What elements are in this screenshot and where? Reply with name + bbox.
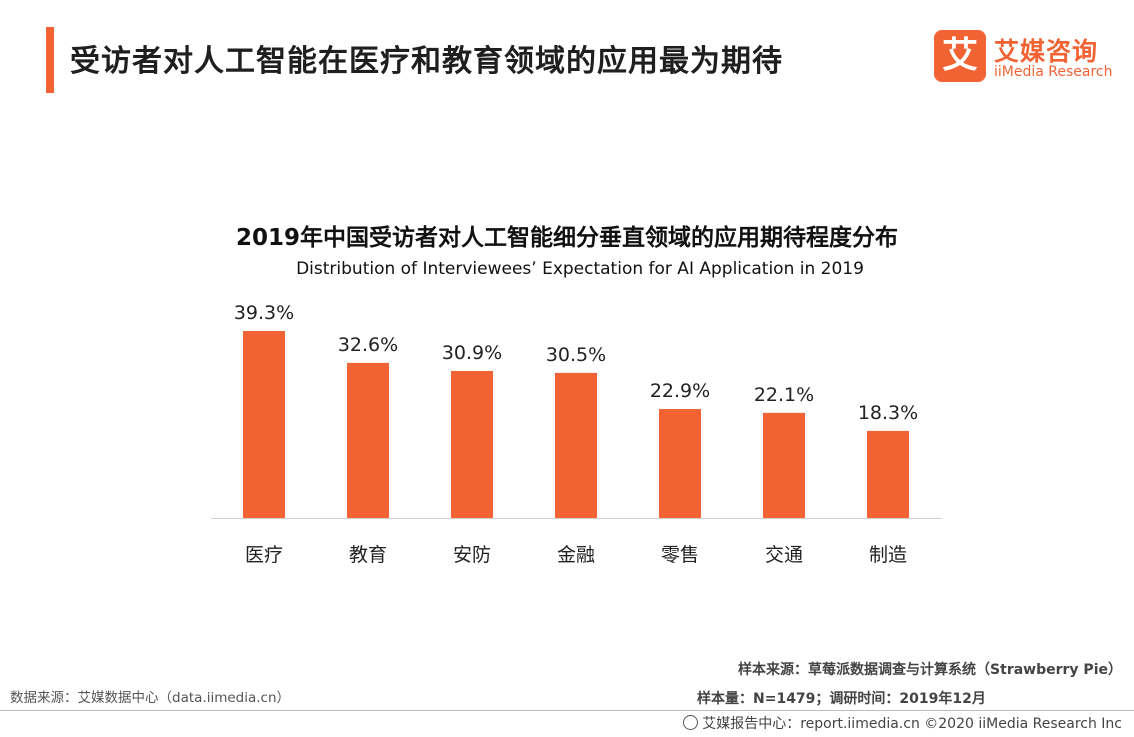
- category-label-4: 零售: [661, 544, 699, 566]
- category-label-2: 安防: [453, 544, 491, 566]
- value-label-3: 30.5%: [546, 344, 606, 366]
- iimedia-logo: 艾 艾媒咨询 iiMedia Research: [934, 30, 1119, 90]
- page-title: 受访者对人工智能在医疗和教育领域的应用最为期待: [70, 44, 783, 79]
- value-label-5: 22.1%: [754, 384, 814, 406]
- bar-3: [555, 372, 597, 518]
- category-label-1: 教育: [349, 544, 387, 566]
- title-accent-bar: [46, 27, 54, 93]
- bar-5: [763, 412, 805, 518]
- copyright-line: 艾媒报告中心：report.iimedia.cn ©2020 iiMedia R…: [683, 713, 1122, 733]
- value-label-4: 22.9%: [650, 380, 710, 402]
- copyright-text: 艾媒报告中心：report.iimedia.cn ©2020 iiMedia R…: [702, 716, 1122, 732]
- bar-2: [451, 370, 493, 518]
- value-label-6: 18.3%: [858, 402, 918, 424]
- category-label-5: 交通: [765, 544, 803, 566]
- globe-icon: [683, 715, 699, 730]
- category-label-3: 金融: [557, 544, 595, 566]
- bar-1: [347, 362, 389, 518]
- sample-source-note: 样本来源：草莓派数据调查与计算系统（Strawberry Pie）: [738, 662, 1122, 678]
- category-label-6: 制造: [869, 544, 907, 566]
- value-label-1: 32.6%: [338, 334, 398, 356]
- sample-size-note: 样本量：N=1479；调研时间：2019年12月: [697, 691, 986, 707]
- bar-0: [243, 331, 285, 518]
- category-label-0: 医疗: [245, 544, 283, 566]
- logo-en-text: iiMedia Research: [994, 64, 1113, 80]
- footer-divider: [0, 710, 1134, 711]
- bar-6: [867, 430, 909, 518]
- bar-4: [659, 409, 701, 518]
- chart-title: 2019年中国受访者对人工智能细分垂直领域的应用期待程度分布: [235, 225, 898, 251]
- value-label-2: 30.9%: [442, 342, 502, 364]
- chart-subtitle: Distribution of Interviewees’ Expectatio…: [296, 259, 864, 279]
- logo-mark-icon: 艾: [934, 30, 986, 82]
- value-label-0: 39.3%: [234, 302, 294, 324]
- logo-cn-text: 艾媒咨询: [994, 37, 1099, 66]
- data-source-note: 数据来源：艾媒数据中心（data.iimedia.cn）: [10, 690, 291, 706]
